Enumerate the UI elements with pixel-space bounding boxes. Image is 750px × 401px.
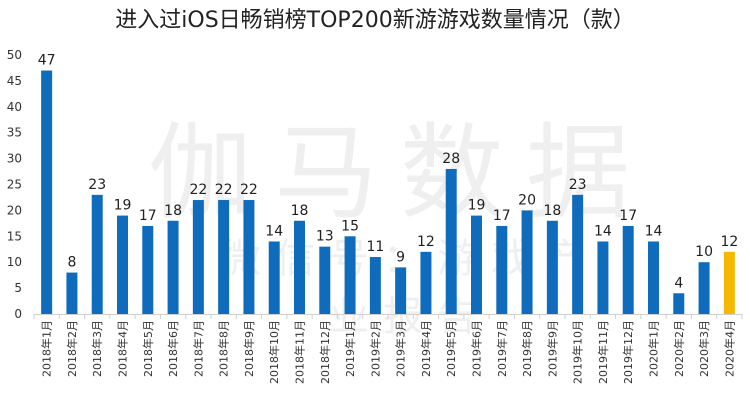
bar bbox=[142, 225, 154, 314]
y-tick-label: 15 bbox=[7, 229, 22, 243]
bar bbox=[445, 168, 457, 314]
data-label: 14 bbox=[265, 223, 283, 239]
x-tick-label: 2019年5月 bbox=[444, 320, 458, 377]
data-label: 19 bbox=[114, 198, 132, 214]
bar bbox=[167, 220, 179, 314]
x-tick-label: 2018年11月 bbox=[293, 320, 307, 384]
x-tick-label: 2019年11月 bbox=[596, 320, 610, 384]
bar bbox=[218, 200, 230, 314]
x-tick-label: 2019年10月 bbox=[571, 320, 585, 384]
x-tick-label: 2019年12月 bbox=[621, 320, 635, 384]
y-tick-label: 50 bbox=[7, 48, 22, 62]
bar bbox=[572, 194, 584, 314]
x-tick-label: 2018年1月 bbox=[40, 320, 54, 377]
x-tick-label: 2020年4月 bbox=[722, 320, 736, 377]
data-label: 4 bbox=[674, 275, 683, 291]
data-label: 22 bbox=[189, 182, 207, 198]
data-label: 14 bbox=[594, 223, 612, 239]
data-label: 15 bbox=[341, 218, 359, 234]
data-label: 23 bbox=[88, 177, 106, 193]
bar bbox=[117, 215, 128, 314]
x-tick-label: 2018年10月 bbox=[267, 320, 281, 384]
bar bbox=[673, 293, 685, 314]
x-tick-label: 2018年5月 bbox=[141, 320, 155, 377]
y-tick-label: 35 bbox=[7, 126, 22, 140]
data-label: 14 bbox=[645, 223, 663, 239]
data-label: 20 bbox=[518, 192, 536, 208]
bar bbox=[369, 257, 381, 314]
bar bbox=[66, 272, 78, 314]
y-tick-label: 25 bbox=[7, 178, 22, 192]
chart-title: 进入过iOS日畅销榜TOP200新游游戏数量情况（款） bbox=[115, 8, 635, 33]
y-tick-label: 5 bbox=[14, 281, 22, 295]
bar bbox=[723, 251, 735, 314]
x-tick-label: 2018年4月 bbox=[116, 320, 130, 377]
data-label: 17 bbox=[619, 208, 637, 224]
x-tick-label: 2020年3月 bbox=[697, 320, 711, 377]
data-label: 11 bbox=[366, 239, 384, 255]
data-label: 10 bbox=[695, 244, 713, 260]
x-tick-label: 2020年2月 bbox=[672, 320, 686, 377]
data-label: 18 bbox=[291, 203, 309, 219]
data-label: 8 bbox=[67, 255, 76, 271]
x-tick-label: 2018年8月 bbox=[217, 320, 231, 377]
data-label: 23 bbox=[569, 177, 587, 193]
bar bbox=[41, 70, 53, 314]
bar bbox=[91, 194, 103, 314]
x-tick-label: 2020年1月 bbox=[647, 320, 661, 377]
x-tick-label: 2019年6月 bbox=[470, 320, 484, 377]
data-label: 18 bbox=[543, 203, 561, 219]
x-tick-label: 2019年8月 bbox=[520, 320, 534, 377]
bar bbox=[192, 200, 204, 314]
bar bbox=[496, 225, 508, 314]
bar bbox=[698, 262, 710, 314]
data-label: 18 bbox=[164, 203, 182, 219]
data-label: 19 bbox=[468, 198, 486, 214]
bar bbox=[597, 241, 609, 314]
x-tick-label: 2018年2月 bbox=[65, 320, 79, 377]
bar bbox=[319, 246, 331, 314]
data-label: 12 bbox=[417, 234, 435, 250]
data-label: 13 bbox=[316, 229, 334, 245]
x-tick-label: 2018年12月 bbox=[318, 320, 332, 384]
y-tick-label: 20 bbox=[7, 203, 22, 217]
bar bbox=[546, 220, 558, 314]
x-tick-label: 2018年6月 bbox=[166, 320, 180, 377]
bar bbox=[420, 251, 432, 314]
data-label: 17 bbox=[493, 208, 511, 224]
x-tick-label: 2018年7月 bbox=[191, 320, 205, 377]
bar bbox=[521, 210, 533, 314]
bar bbox=[344, 236, 356, 314]
x-tick-label: 2018年9月 bbox=[242, 320, 256, 377]
data-label: 12 bbox=[720, 234, 738, 250]
y-tick-label: 30 bbox=[7, 152, 22, 166]
data-label: 9 bbox=[396, 249, 405, 265]
x-tick-label: 2019年4月 bbox=[419, 320, 433, 377]
x-tick-label: 2019年3月 bbox=[394, 320, 408, 377]
bar bbox=[294, 220, 305, 314]
x-tick-label: 2019年7月 bbox=[495, 320, 509, 377]
x-tick-label: 2019年9月 bbox=[545, 320, 559, 377]
bar bbox=[648, 241, 659, 314]
x-tick-label: 2019年1月 bbox=[343, 320, 357, 377]
bar bbox=[622, 225, 634, 314]
y-tick-label: 10 bbox=[7, 255, 22, 269]
x-tick-label: 2019年2月 bbox=[368, 320, 382, 377]
y-tick-label: 0 bbox=[14, 307, 22, 321]
x-tick-label: 2018年3月 bbox=[90, 320, 104, 377]
data-label: 47 bbox=[38, 53, 56, 69]
bar bbox=[268, 241, 280, 314]
y-tick-label: 45 bbox=[7, 74, 22, 88]
data-label: 22 bbox=[240, 182, 258, 198]
data-label: 22 bbox=[215, 182, 233, 198]
bar bbox=[471, 215, 482, 314]
y-tick-label: 40 bbox=[7, 100, 22, 114]
data-label: 17 bbox=[139, 208, 157, 224]
bar bbox=[395, 267, 407, 314]
data-label: 28 bbox=[442, 151, 460, 167]
bar bbox=[243, 200, 255, 314]
